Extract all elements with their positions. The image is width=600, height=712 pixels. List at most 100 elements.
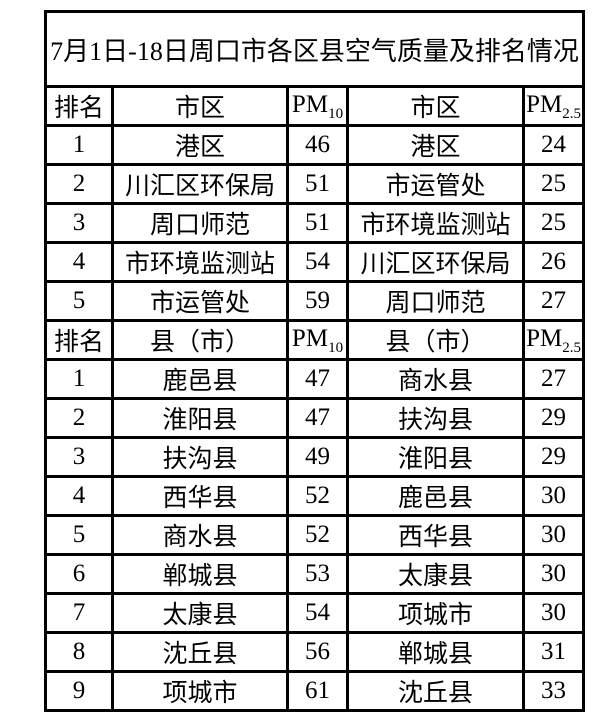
rank-cell: 7 [44,592,114,634]
region-pm25-cell: 川汇区环保局 [346,241,525,283]
pm10-value-cell: 46 [286,124,349,166]
region-pm25-cell: 西华县 [346,514,525,556]
title-row: 7月1日-18日周口市各区县空气质量及排名情况 [43,10,586,88]
pm10-header-label: PM [291,90,329,118]
pm25-value-cell: 27 [521,280,586,322]
region-header-pm10: 市区 [111,85,289,127]
region-pm10-cell: 市环境监测站 [111,241,289,283]
pm25-value-cell: 30 [521,592,586,634]
rank-cell: 2 [44,397,114,439]
table-row: 1 港区 46 港区 24 [44,124,586,166]
rank-cell: 6 [44,553,114,595]
region-pm25-cell: 太康县 [346,553,525,595]
region-pm10-cell: 鹿邑县 [111,358,289,400]
region-pm25-cell: 项城市 [346,592,525,634]
table-row: 2 淮阳县 47 扶沟县 29 [44,397,586,439]
rank-cell: 9 [44,670,114,712]
pm10-value-cell: 51 [286,202,349,244]
pm10-value-cell: 54 [286,592,349,634]
pm10-value-cell: 51 [286,163,349,205]
pm25-value-cell: 30 [521,514,586,556]
pm25-value-cell: 30 [521,475,586,517]
table-title: 7月1日-18日周口市各区县空气质量及排名情况 [43,10,586,88]
pm10-header-subscript: 10 [328,105,344,122]
air-quality-ranking-table: 7月1日-18日周口市各区县空气质量及排名情况 排名 市区 PM10 市区 PM2.5 1… [43,10,586,712]
pm10-header-subscript: 10 [328,339,344,356]
region-pm25-cell: 沈丘县 [346,670,525,712]
table-row: 5 市运管处 59 周口师范 27 [44,280,586,322]
pm25-header-label: PM [526,90,563,118]
rank-cell: 5 [44,514,114,556]
rank-cell: 1 [44,124,114,166]
rank-header: 排名 [44,319,114,361]
region-pm10-cell: 项城市 [111,670,289,712]
pm25-value-cell: 27 [521,358,586,400]
region-header-pm25: 市区 [346,85,525,127]
pm10-header-label: PM [291,324,329,352]
region-header-pm25: 县（市） [346,319,525,361]
section-header-row: 排名 市区 PM10 市区 PM2.5 [44,85,586,127]
region-pm10-cell: 太康县 [111,592,289,634]
pm25-header-subscript: 2.5 [562,339,581,356]
rank-cell: 4 [44,475,114,517]
pm25-value-cell: 33 [521,670,586,712]
pm10-header: PM10 [286,85,349,127]
region-pm25-cell: 周口师范 [346,280,525,322]
pm10-value-cell: 56 [286,631,349,673]
table-row: 4 西华县 52 鹿邑县 30 [44,475,586,517]
region-pm10-cell: 周口师范 [111,202,289,244]
region-header-pm10: 县（市） [111,319,289,361]
region-pm25-cell: 淮阳县 [346,436,525,478]
region-pm25-cell: 鹿邑县 [346,475,525,517]
region-pm25-cell: 市环境监测站 [346,202,525,244]
pm25-value-cell: 29 [521,436,586,478]
table-row: 7 太康县 54 项城市 30 [44,592,586,634]
pm25-header: PM2.5 [521,85,586,127]
pm25-value-cell: 29 [521,397,586,439]
region-pm10-cell: 川汇区环保局 [111,163,289,205]
pm25-value-cell: 31 [521,631,586,673]
pm25-header-label: PM [526,324,563,352]
region-pm25-cell: 郸城县 [346,631,525,673]
rank-cell: 2 [44,163,114,205]
pm10-value-cell: 61 [286,670,349,712]
pm25-header: PM2.5 [521,319,586,361]
rank-cell: 8 [44,631,114,673]
pm25-value-cell: 26 [521,241,586,283]
region-pm10-cell: 扶沟县 [111,436,289,478]
rank-cell: 1 [44,358,114,400]
region-pm10-cell: 沈丘县 [111,631,289,673]
pm10-value-cell: 59 [286,280,349,322]
region-pm25-cell: 扶沟县 [346,397,525,439]
pm25-value-cell: 25 [521,202,586,244]
table-row: 2 川汇区环保局 51 市运管处 25 [44,163,586,205]
region-pm10-cell: 淮阳县 [111,397,289,439]
region-pm25-cell: 市运管处 [346,163,525,205]
rank-cell: 5 [44,280,114,322]
pm10-value-cell: 54 [286,241,349,283]
table-row: 3 周口师范 51 市环境监测站 25 [44,202,586,244]
section-header-row: 排名 县（市） PM10 县（市） PM2.5 [44,319,586,361]
region-pm10-cell: 郸城县 [111,553,289,595]
table-row: 5 商水县 52 西华县 30 [44,514,586,556]
pm10-header: PM10 [286,319,349,361]
table-row: 1 鹿邑县 47 商水县 27 [44,358,586,400]
table-row: 6 郸城县 53 太康县 30 [44,553,586,595]
region-pm10-cell: 港区 [111,124,289,166]
region-pm10-cell: 商水县 [111,514,289,556]
pm25-header-subscript: 2.5 [562,105,581,122]
table-row: 4 市环境监测站 54 川汇区环保局 26 [44,241,586,283]
pm25-value-cell: 24 [521,124,586,166]
table-row: 9 项城市 61 沈丘县 33 [44,670,586,712]
pm10-value-cell: 47 [286,358,349,400]
region-pm25-cell: 商水县 [346,358,525,400]
pm25-value-cell: 25 [521,163,586,205]
region-pm10-cell: 市运管处 [111,280,289,322]
rank-cell: 3 [44,202,114,244]
rank-cell: 4 [44,241,114,283]
pm10-value-cell: 47 [286,397,349,439]
pm10-value-cell: 52 [286,514,349,556]
table-row: 8 沈丘县 56 郸城县 31 [44,631,586,673]
pm10-value-cell: 53 [286,553,349,595]
rank-cell: 3 [44,436,114,478]
